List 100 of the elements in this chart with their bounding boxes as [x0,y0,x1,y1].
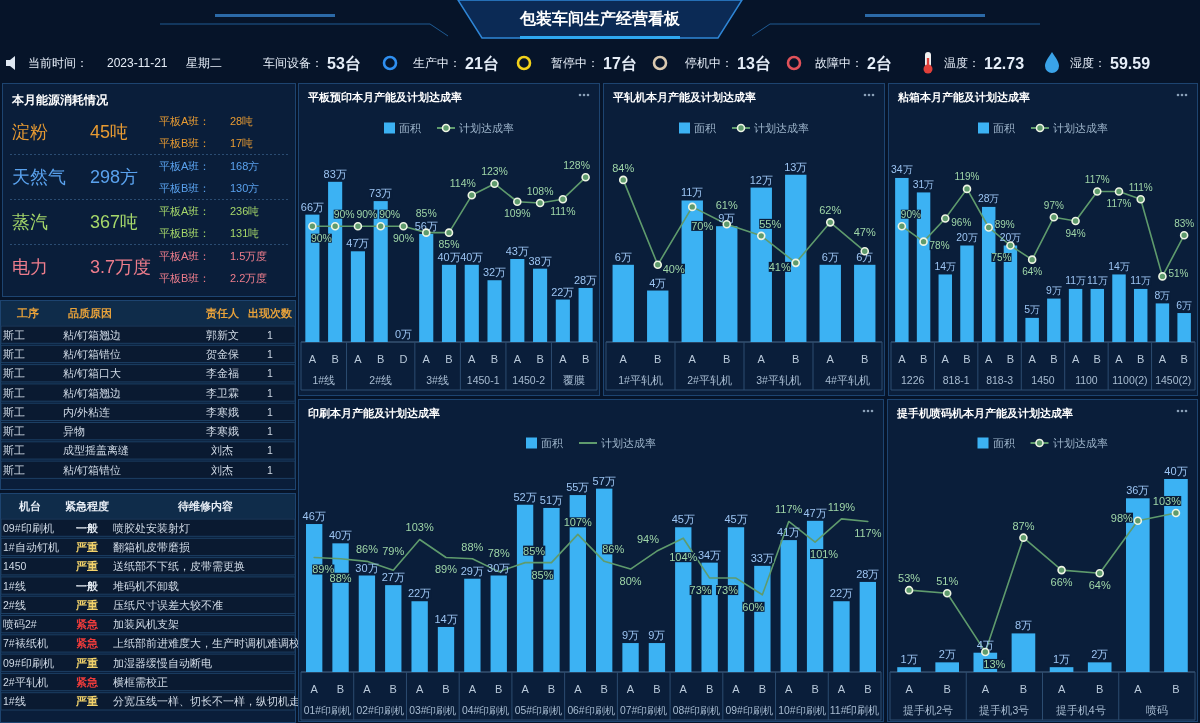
data-label: 123% [481,166,508,178]
data-label: 78% [487,546,510,559]
bar [780,540,797,672]
text: 1#自动钉机 [3,540,59,553]
data-label: 85% [531,568,554,581]
data-label: 51% [1168,267,1189,279]
text: 2台 [867,54,892,72]
x-tick-label: A [757,353,766,365]
text: 内/外粘连 [63,405,110,418]
category-label: 出现次数 [248,306,293,319]
data-label: 40万 [437,250,461,263]
data-label: 90% [356,208,378,220]
data-label: 40万 [328,529,353,542]
data-label: 55万 [566,481,590,494]
x-tick-label: A [785,683,794,695]
data-label: 4万 [649,276,667,289]
data-label: 40万 [1164,465,1188,477]
x-tick-label: B [1096,683,1104,695]
bar [555,299,570,342]
point [1027,255,1037,264]
text: 李金福 [205,367,239,380]
data-label: 128% [563,159,591,171]
text: 当前时间： [28,56,88,70]
x-tick-label: A [415,683,424,695]
point [618,175,628,185]
bar [487,280,502,342]
legend-label: 计划达成率 [459,122,514,134]
text: 加装风机支架 [113,618,179,631]
x-tick-label: B [377,353,385,365]
x-tick-label: A [521,683,530,695]
text: 08#印刷机 [672,704,721,716]
text: 郭新文 [205,328,239,341]
text: 1 [267,425,274,438]
text: 刘杰 [211,463,233,476]
data-label: 88% [461,540,484,553]
data-label: 12万 [749,173,773,186]
data-label: 8万 [1014,619,1032,632]
point [444,228,454,237]
x-tick-label: B [723,353,731,365]
x-tick-label: A [1158,353,1167,365]
data-label: 6万 [1176,299,1193,311]
data-label: 33万 [750,551,774,564]
text: 13台 [737,54,771,72]
text: 2#线 [369,374,393,386]
bar [1025,317,1039,342]
text: 3#平轧机 [756,374,801,386]
bar [833,601,850,672]
category-label: 淀粉 [12,122,48,142]
text: 236吨 [230,205,260,217]
point [558,194,568,204]
x-tick-label: B [1019,683,1028,695]
text: 45吨 [90,122,129,142]
data-label: 47万 [803,506,827,519]
text: 温度： [944,56,980,70]
text: 停机中： [685,56,733,70]
point [1133,516,1143,525]
data-label: 98% [1110,511,1134,524]
bar [1011,633,1036,672]
x-tick-label: B [654,353,662,365]
text: 斯工 [3,328,25,341]
x-tick-label: D [399,353,408,365]
text: 喷码 [1145,704,1168,716]
point [1171,508,1181,518]
data-label: 62% [819,204,842,217]
x-tick-label: B [705,683,714,695]
text: 粘/钉箱翘边 [63,386,121,399]
point [687,202,697,212]
category-label: 责任人 [204,306,240,320]
x-tick-label: B [547,683,556,695]
text: 1#线 [312,374,336,386]
data-label: 111% [550,205,576,217]
bar [510,259,525,342]
bar [648,643,666,672]
text: 粘/钉箱翘边 [63,328,121,341]
text: 斯工 [3,386,25,399]
data-label: 86% [602,543,625,556]
text: 168方 [230,160,260,172]
text: 平板B班： [159,272,211,284]
x-tick-label: A [468,353,477,365]
text: 1#平轧机 [618,374,663,386]
text: 包装车间生产经营看板 [519,9,681,27]
x-tick-label: A [732,683,741,695]
point [942,588,952,598]
text: 130方 [230,182,260,194]
bar [612,264,634,342]
point [376,221,385,231]
text: 一般 [76,521,99,534]
text: 1 [267,367,274,380]
bar [464,578,481,672]
data-label: 9万 [1045,285,1062,297]
text: 07#印刷机 [620,704,668,716]
x-tick-label: B [758,683,767,695]
data-label: 45万 [724,513,748,526]
text: 2#平轧机 [687,374,732,386]
x-tick-label: B [490,353,499,365]
text: 2#线 [3,598,26,611]
data-label: 30万 [355,561,379,574]
data-label: 94% [1065,227,1086,239]
text: 提手机2号 [903,704,954,716]
text: 粘/钉箱错位 [63,463,121,476]
